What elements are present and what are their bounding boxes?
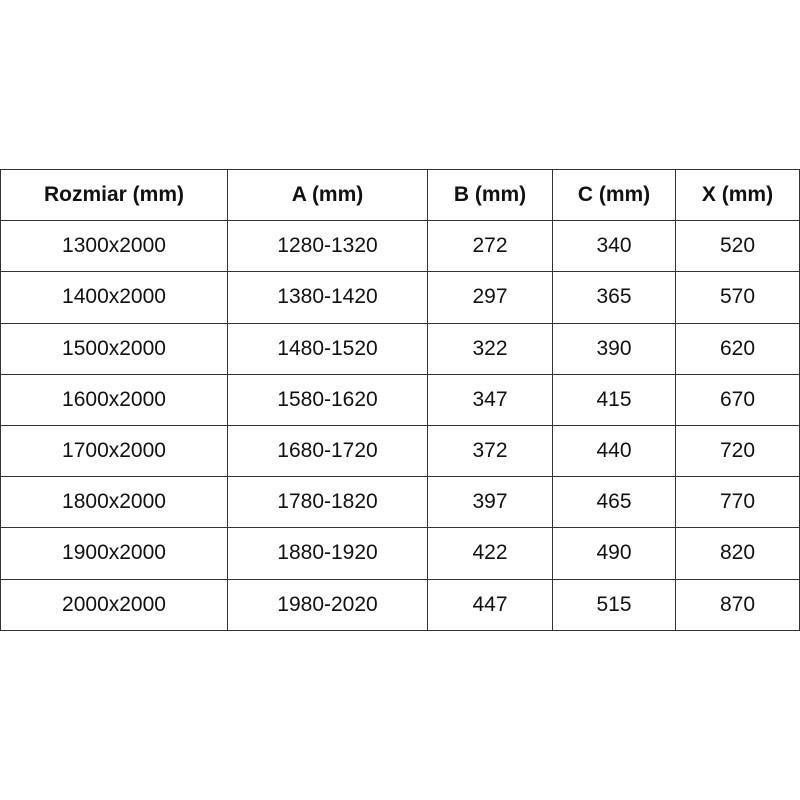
table-cell: 322 bbox=[427, 322, 553, 375]
table-cell: 770 bbox=[675, 476, 800, 529]
table-row: 1700x2000 1680-1720 372 440 720 bbox=[0, 424, 800, 478]
table-cell: 415 bbox=[552, 373, 676, 426]
table-cell: 1580-1620 bbox=[227, 373, 428, 426]
table-cell: 1800x2000 bbox=[0, 476, 228, 529]
table-cell: 1300x2000 bbox=[0, 220, 228, 273]
table-cell: 422 bbox=[427, 527, 553, 580]
table-cell: 720 bbox=[675, 424, 800, 478]
table-cell: 390 bbox=[552, 322, 676, 375]
column-header: C (mm) bbox=[552, 168, 676, 222]
table-cell: 1380-1420 bbox=[227, 271, 428, 324]
table-cell: 1600x2000 bbox=[0, 373, 228, 426]
column-header: B (mm) bbox=[427, 168, 553, 222]
dimensions-table: Rozmiar (mm) A (mm) B (mm) C (mm) X (mm) 130… bbox=[0, 168, 800, 631]
table-row: 2000x2000 1980-2020 447 515 870 bbox=[0, 578, 800, 631]
table-cell: 365 bbox=[552, 271, 676, 324]
table-row: 1800x2000 1780-1820 397 465 770 bbox=[0, 476, 800, 529]
table-cell: 820 bbox=[675, 527, 800, 580]
table-cell: 870 bbox=[675, 578, 800, 631]
table-cell: 347 bbox=[427, 373, 553, 426]
table-cell: 515 bbox=[552, 578, 676, 631]
table-cell: 1280-1320 bbox=[227, 220, 428, 273]
table-row: 1600x2000 1580-1620 347 415 670 bbox=[0, 373, 800, 426]
table-cell: 297 bbox=[427, 271, 553, 324]
header-row: Rozmiar (mm) A (mm) B (mm) C (mm) X (mm) bbox=[0, 168, 800, 222]
table-cell: 1880-1920 bbox=[227, 527, 428, 580]
table-cell: 447 bbox=[427, 578, 553, 631]
table-cell: 1900x2000 bbox=[0, 527, 228, 580]
table-cell: 2000x2000 bbox=[0, 578, 228, 631]
table-cell: 1500x2000 bbox=[0, 322, 228, 375]
table-row: 1400x2000 1380-1420 297 365 570 bbox=[0, 271, 800, 324]
table-cell: 1700x2000 bbox=[0, 424, 228, 478]
table-cell: 272 bbox=[427, 220, 553, 273]
table-cell: 340 bbox=[552, 220, 676, 273]
table-cell: 465 bbox=[552, 476, 676, 529]
table-cell: 397 bbox=[427, 476, 553, 529]
table-cell: 520 bbox=[675, 220, 800, 273]
table-cell: 1480-1520 bbox=[227, 322, 428, 375]
table-cell: 372 bbox=[427, 424, 553, 478]
column-header: X (mm) bbox=[675, 168, 800, 222]
table-cell: 440 bbox=[552, 424, 676, 478]
column-header: Rozmiar (mm) bbox=[0, 168, 228, 222]
table-cell: 1780-1820 bbox=[227, 476, 428, 529]
table-cell: 490 bbox=[552, 527, 676, 580]
table-cell: 1680-1720 bbox=[227, 424, 428, 478]
table-cell: 620 bbox=[675, 322, 800, 375]
column-header: A (mm) bbox=[227, 168, 428, 222]
table-cell: 570 bbox=[675, 271, 800, 324]
table-row: 1900x2000 1880-1920 422 490 820 bbox=[0, 527, 800, 580]
table-cell: 670 bbox=[675, 373, 800, 426]
table-row: 1300x2000 1280-1320 272 340 520 bbox=[0, 220, 800, 273]
table-cell: 1400x2000 bbox=[0, 271, 228, 324]
table-cell: 1980-2020 bbox=[227, 578, 428, 631]
table-row: 1500x2000 1480-1520 322 390 620 bbox=[0, 322, 800, 375]
